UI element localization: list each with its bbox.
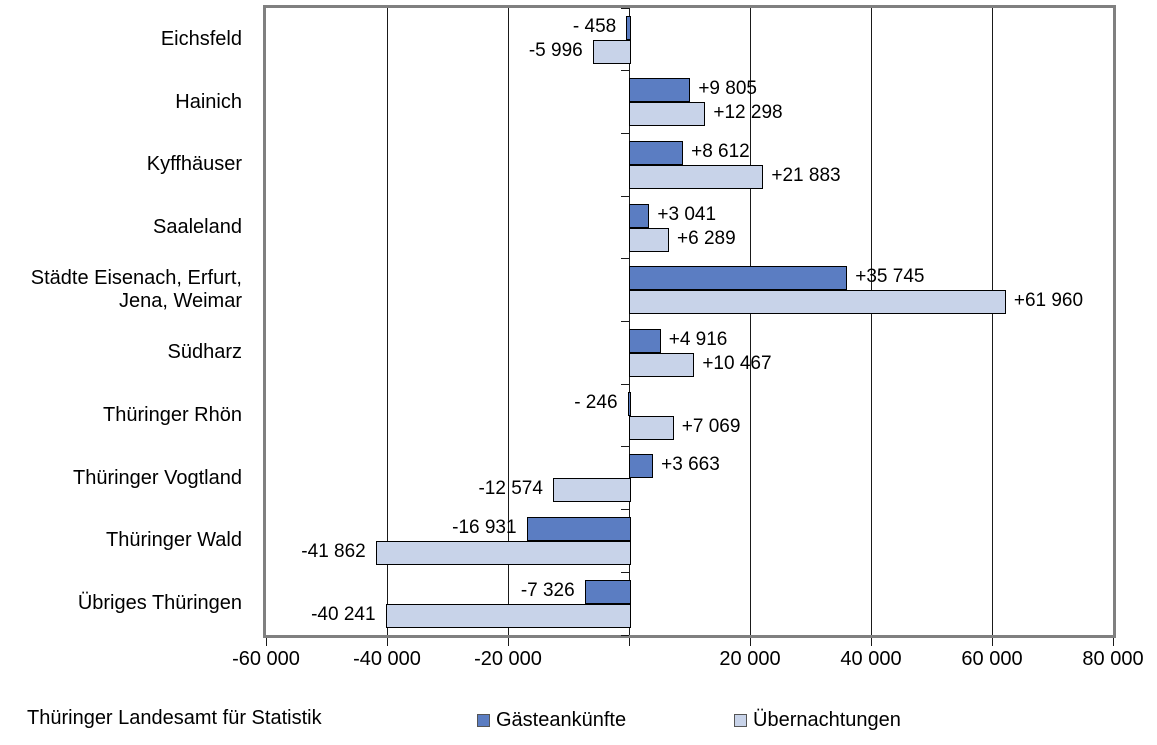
value-label: +6 289 — [677, 227, 736, 249]
category-label: Südharz — [167, 341, 243, 364]
bar-gästeankünfte — [626, 15, 631, 40]
bar-übernachtungen — [629, 102, 706, 127]
bar-gästeankünfte — [526, 517, 631, 542]
value-label: +35 745 — [855, 266, 925, 288]
category-axis-tick — [621, 195, 629, 197]
gridline — [386, 8, 388, 635]
bar-gästeankünfte — [584, 579, 631, 604]
bar-gästeankünfte — [629, 266, 848, 291]
value-label: +21 883 — [771, 164, 841, 186]
category-label: Kyffhäuser — [146, 153, 242, 176]
category-axis-tick — [621, 70, 629, 72]
legend-item-gaesteankuenfte: Gästeankünfte — [477, 709, 626, 732]
legend-swatch-gaesteankuenfte-icon — [477, 714, 490, 727]
value-label: -40 241 — [311, 603, 376, 625]
bar-gästeankünfte — [629, 454, 654, 479]
bar-übernachtungen — [385, 603, 631, 628]
value-axis-tick — [265, 638, 267, 646]
value-axis-label: 20 000 — [719, 648, 781, 670]
value-axis-tick — [628, 638, 630, 646]
category-label: Thüringer Wald — [106, 529, 242, 552]
value-axis-tick — [1112, 638, 1114, 646]
bar-gästeankünfte — [627, 391, 631, 416]
bar-gästeankünfte — [629, 329, 661, 353]
bar-übernachtungen — [552, 478, 631, 503]
category-axis-tick — [621, 571, 629, 573]
category-label: Thüringer Vogtland — [72, 466, 242, 489]
value-axis-label: -40 000 — [353, 648, 421, 670]
category-axis-tick — [621, 132, 629, 134]
value-label: -7 326 — [520, 579, 575, 601]
value-label: +3 663 — [661, 454, 720, 476]
legend-item-uebernachtungen: Übernachtungen — [734, 709, 901, 732]
legend-label: Gästeankünfte — [496, 709, 627, 731]
legend-label: Übernachtungen — [753, 709, 901, 731]
bar-übernachtungen — [629, 415, 674, 440]
category-label: Übriges Thüringen — [77, 592, 242, 615]
value-axis-tick — [507, 638, 509, 646]
value-label: +9 805 — [698, 78, 757, 100]
value-label: - 458 — [572, 15, 617, 37]
value-axis-tick — [991, 638, 993, 646]
source-text: Thüringer Landesamt für Statistik — [27, 707, 322, 729]
value-label: +8 612 — [691, 140, 750, 162]
gridline — [749, 8, 751, 635]
bar-gästeankünfte — [629, 203, 650, 228]
value-axis-label: 40 000 — [840, 648, 902, 670]
value-axis-label: -60 000 — [232, 648, 300, 670]
value-label: +12 298 — [713, 102, 783, 124]
value-label: +61 960 — [1013, 290, 1084, 312]
category-axis-tick — [621, 258, 629, 260]
category-label: Hainich — [175, 90, 242, 113]
bar-übernachtungen — [629, 353, 695, 377]
gridline — [991, 8, 993, 635]
value-axis-label: 60 000 — [961, 648, 1023, 670]
zero-axis-line — [628, 8, 630, 635]
category-label: Thüringer Rhön — [103, 404, 242, 427]
value-label: +10 467 — [702, 353, 772, 374]
plot-area: - 458 +9 805 +8 612 +3 041 +35 745 +4 916 - 24… — [263, 5, 1116, 638]
category-axis-tick — [621, 634, 629, 636]
category-axis-tick — [621, 7, 629, 9]
gridline — [870, 8, 872, 635]
bar-übernachtungen — [629, 290, 1006, 315]
category-axis-tick — [621, 446, 629, 448]
value-label: +3 041 — [657, 203, 717, 225]
category-label: Eichsfeld — [160, 27, 242, 50]
value-label: - 246 — [574, 391, 618, 413]
bar-gästeankünfte — [629, 140, 684, 165]
category-axis-tick — [621, 383, 629, 385]
value-label: -12 574 — [478, 478, 543, 500]
gridline — [507, 8, 509, 635]
value-label: -5 996 — [528, 39, 583, 61]
category-axis-tick — [621, 321, 629, 322]
value-label: -41 862 — [301, 541, 366, 563]
value-axis-tick — [870, 638, 872, 646]
value-axis-label: -20 000 — [474, 648, 542, 670]
value-label: -16 931 — [452, 517, 517, 539]
category-axis-tick — [621, 509, 629, 511]
value-axis-tick — [386, 638, 388, 646]
bar-übernachtungen — [375, 541, 631, 566]
value-axis-tick — [749, 638, 751, 646]
value-axis-label: 80 000 — [1082, 648, 1144, 670]
value-label: +4 916 — [668, 329, 728, 350]
value-label: +7 069 — [681, 415, 741, 437]
bar-übernachtungen — [592, 39, 631, 64]
bar-übernachtungen — [629, 227, 670, 252]
category-label: Saaleland — [153, 215, 242, 238]
bar-übernachtungen — [629, 164, 764, 189]
bar-gästeankünfte — [629, 78, 691, 103]
category-label: Städte Eisenach, Erfurt, Jena, Weimar — [30, 267, 242, 313]
legend-swatch-uebernachtungen-icon — [734, 714, 747, 727]
